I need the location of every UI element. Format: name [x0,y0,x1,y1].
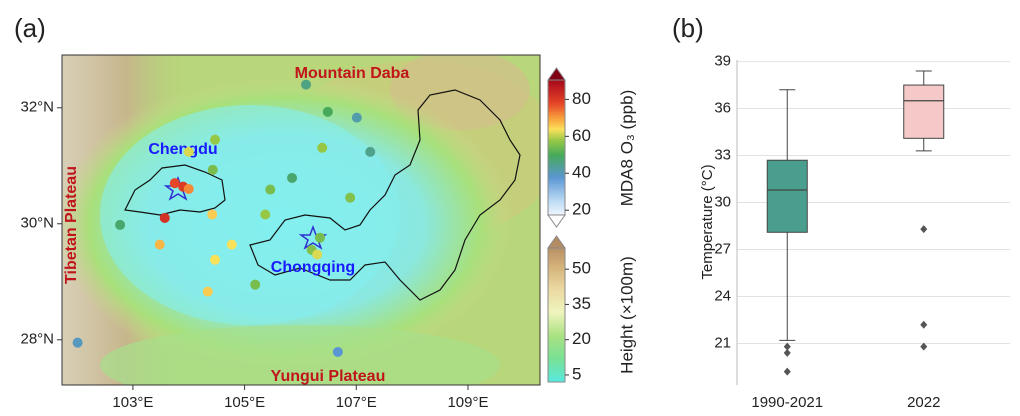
colorbar-tick-label: 40 [572,163,591,182]
box [767,160,807,232]
station [208,165,218,175]
station [301,80,311,90]
station [227,240,237,250]
colorbar-label: Height (×100m) [617,256,636,374]
station [317,143,327,153]
y-tick-label: 33 [714,147,731,164]
colorbar-extend [548,68,565,80]
map-background [55,50,560,405]
station [352,113,362,123]
outlier [784,349,791,357]
box [904,85,944,138]
colorbar-tick-label: 20 [572,329,591,348]
station [210,255,220,265]
colorbar-label: MDA8 O₃ (ppb) [617,90,636,207]
figure: (a) (b) Mountain Daba Tibetan Plateau Ch… [0,0,1020,416]
station [155,240,165,250]
y-tick-label: 39 [714,53,731,70]
colorbar-extend [548,236,565,248]
annotation: Mountain Daba [295,65,410,82]
y-tick-label: 28°N [20,331,54,348]
y-tick-label: 24 [714,287,731,304]
x-tick-label: 107°E [336,394,377,411]
station [312,250,322,260]
station [265,185,275,195]
colorbar-tick-label: 20 [572,200,591,219]
station [250,280,260,290]
station [73,338,83,348]
station [203,287,213,297]
y-tick-label: 32°N [20,99,54,116]
x-tick-label: 103°E [112,394,153,411]
station [115,220,125,230]
x-tick-label: 2022 [907,394,940,411]
y-tick-label: 27 [714,240,731,257]
outlier [920,321,927,329]
station [207,209,217,219]
y-tick-label: 30°N [20,215,54,232]
x-tick-label: 109°E [447,394,488,411]
y-tick-label: 36 [714,100,731,117]
station [210,135,220,145]
colorbar-tick-label: 5 [572,364,581,383]
annotation: Chengdu [148,141,217,158]
station [333,347,343,357]
colorbar-tick-label: 35 [572,294,591,313]
x-tick-label: 1990-2021 [751,394,823,411]
y-tick-label: 30 [714,193,731,210]
station [315,233,325,243]
station [184,147,194,157]
annotation: Chongqing [271,259,355,276]
colorbar-tick-label: 60 [572,126,591,145]
colorbar-extend [548,215,565,227]
colorbar-tick-label: 50 [572,259,591,278]
annotation: Yungui Plateau [271,368,386,385]
station [184,184,194,194]
annotation: Tibetan Plateau [63,166,80,284]
station [260,209,270,219]
station [287,173,297,183]
station [160,213,170,223]
station [365,147,375,157]
colorbar-tick-label: 80 [572,89,591,108]
station [323,107,333,117]
station [345,193,355,203]
panel-label: (a) [14,13,46,43]
outlier [920,225,927,233]
outlier [784,368,791,376]
panel-label: (b) [672,13,704,43]
x-tick-label: 105°E [224,394,265,411]
y-axis-label: Temperature (°C) [699,164,716,279]
y-tick-label: 21 [714,334,731,351]
